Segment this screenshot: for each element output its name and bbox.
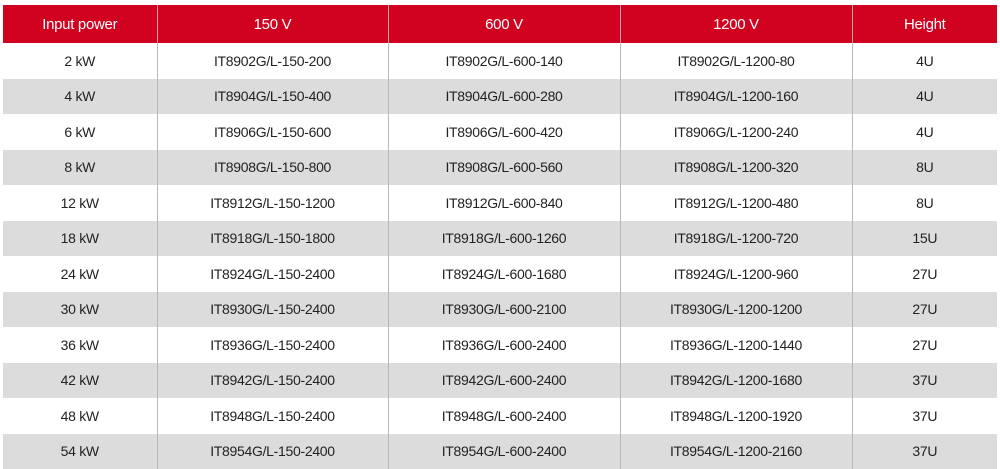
cell-height: 8U <box>851 185 997 221</box>
header-1200v: 1200 V <box>619 5 852 43</box>
cell-height: 27U <box>851 327 997 363</box>
cell-height: 4U <box>851 114 997 150</box>
cell-height: 37U <box>851 433 997 469</box>
cell-1200v: IT8908G/L-1200-320 <box>619 149 852 185</box>
table-row: 24 kW IT8924G/L-150-2400 IT8924G/L-600-168… <box>3 256 997 292</box>
cell-600v: IT8954G/L-600-2400 <box>387 433 620 469</box>
cell-height: 4U <box>851 78 997 114</box>
cell-input-power: 8 kW <box>3 149 157 185</box>
cell-600v: IT8918G/L-600-1260 <box>387 220 620 256</box>
table-body: 2 kW IT8902G/L-150-200 IT8902G/L-600-140 IT… <box>3 43 997 469</box>
model-table: Input power 150 V 600 V 1200 V Height 2 kW IT… <box>3 5 997 469</box>
cell-600v: IT8942G/L-600-2400 <box>387 362 620 398</box>
cell-600v: IT8902G/L-600-140 <box>387 43 620 79</box>
cell-150v: IT8906G/L-150-600 <box>156 114 388 150</box>
cell-150v: IT8904G/L-150-400 <box>156 78 388 114</box>
table-row: 8 kW IT8908G/L-150-800 IT8908G/L-600-560 IT… <box>3 149 997 185</box>
cell-height: 37U <box>851 398 997 434</box>
cell-input-power: 54 kW <box>3 433 157 469</box>
cell-150v: IT8912G/L-150-1200 <box>156 185 388 221</box>
cell-1200v: IT8912G/L-1200-480 <box>619 185 852 221</box>
cell-input-power: 18 kW <box>3 220 157 256</box>
cell-input-power: 30 kW <box>3 291 157 327</box>
cell-input-power: 48 kW <box>60 407 99 424</box>
table-row: 42 kW IT8942G/L-150-2400 IT8942G/L-600-240… <box>3 362 997 398</box>
header-input-power: Input power <box>3 5 157 43</box>
table-row: 18 kW IT8918G/L-150-1800 IT8918G/L-600-126… <box>3 220 997 256</box>
cell-height: 27U <box>851 291 997 327</box>
cell-height: 8U <box>851 149 997 185</box>
table-row: 36 kW IT8936G/L-150-2400 IT8936G/L-600-240… <box>3 327 997 363</box>
header-row: Input power 150 V 600 V 1200 V Height <box>3 5 997 43</box>
table-row: 6 kW IT8906G/L-150-600 IT8906G/L-600-420 IT… <box>3 114 997 150</box>
cell-input-power: 36 kW <box>60 336 99 353</box>
cell-1200v: IT8936G/L-1200-1440 <box>619 327 852 363</box>
table-row: 30 kW IT8930G/L-150-2400 IT8930G/L-600-210… <box>3 291 997 327</box>
cell-input-power: 42 kW <box>3 362 157 398</box>
cell-600v: IT8948G/L-600-2400 <box>387 398 620 434</box>
cell-150v: IT8908G/L-150-800 <box>156 149 388 185</box>
table-row: 54 kW IT8954G/L-150-2400 IT8954G/L-600-240… <box>3 433 997 469</box>
cell-1200v: IT8930G/L-1200-1200 <box>619 291 852 327</box>
cell-150v: IT8936G/L-150-2400 <box>156 327 388 363</box>
cell-height: 27U <box>851 256 997 292</box>
cell-150v: IT8924G/L-150-2400 <box>156 256 388 292</box>
cell-height: 15U <box>851 220 997 256</box>
cell-input-power: 4 kW <box>3 78 157 114</box>
cell-input-power: 12 kW <box>60 194 99 211</box>
cell-1200v: IT8918G/L-1200-720 <box>619 220 852 256</box>
cell-150v: IT8930G/L-150-2400 <box>156 291 388 327</box>
cell-600v: IT8908G/L-600-560 <box>387 149 620 185</box>
cell-150v: IT8954G/L-150-2400 <box>156 433 388 469</box>
table-row: 2 kW IT8902G/L-150-200 IT8902G/L-600-140 IT… <box>3 43 997 79</box>
cell-150v: IT8902G/L-150-200 <box>156 43 388 79</box>
cell-1200v: IT8902G/L-1200-80 <box>619 43 852 79</box>
cell-600v: IT8924G/L-600-1680 <box>387 256 620 292</box>
table-row: 12 kW IT8912G/L-150-1200 IT8912G/L-600-840… <box>3 185 997 221</box>
cell-600v: IT8930G/L-600-2100 <box>387 291 620 327</box>
cell-600v: IT8904G/L-600-280 <box>387 78 620 114</box>
cell-height: 4U <box>851 43 997 79</box>
cell-1200v: IT8924G/L-1200-960 <box>619 256 852 292</box>
cell-1200v: IT8906G/L-1200-240 <box>619 114 852 150</box>
cell-150v: IT8942G/L-150-2400 <box>156 362 388 398</box>
cell-600v: IT8936G/L-600-2400 <box>387 327 620 363</box>
cell-input-power: 24 kW <box>60 265 99 282</box>
header-600v: 600 V <box>387 5 620 43</box>
cell-height: 37U <box>851 362 997 398</box>
table-row: 4 kW IT8904G/L-150-400 IT8904G/L-600-280 IT… <box>3 78 997 114</box>
cell-1200v: IT8954G/L-1200-2160 <box>619 433 852 469</box>
cell-1200v: IT8948G/L-1200-1920 <box>619 398 852 434</box>
cell-input-power: 2 kW <box>64 52 96 69</box>
table-row: 48 kW IT8948G/L-150-2400 IT8948G/L-600-240… <box>3 398 997 434</box>
cell-150v: IT8948G/L-150-2400 <box>156 398 388 434</box>
cell-600v: IT8906G/L-600-420 <box>387 114 620 150</box>
cell-150v: IT8918G/L-150-1800 <box>156 220 388 256</box>
header-height: Height <box>851 5 997 43</box>
header-150v: 150 V <box>156 5 388 43</box>
cell-1200v: IT8904G/L-1200-160 <box>619 78 852 114</box>
cell-input-power: 6 kW <box>64 123 96 140</box>
cell-1200v: IT8942G/L-1200-1680 <box>619 362 852 398</box>
cell-600v: IT8912G/L-600-840 <box>387 185 620 221</box>
